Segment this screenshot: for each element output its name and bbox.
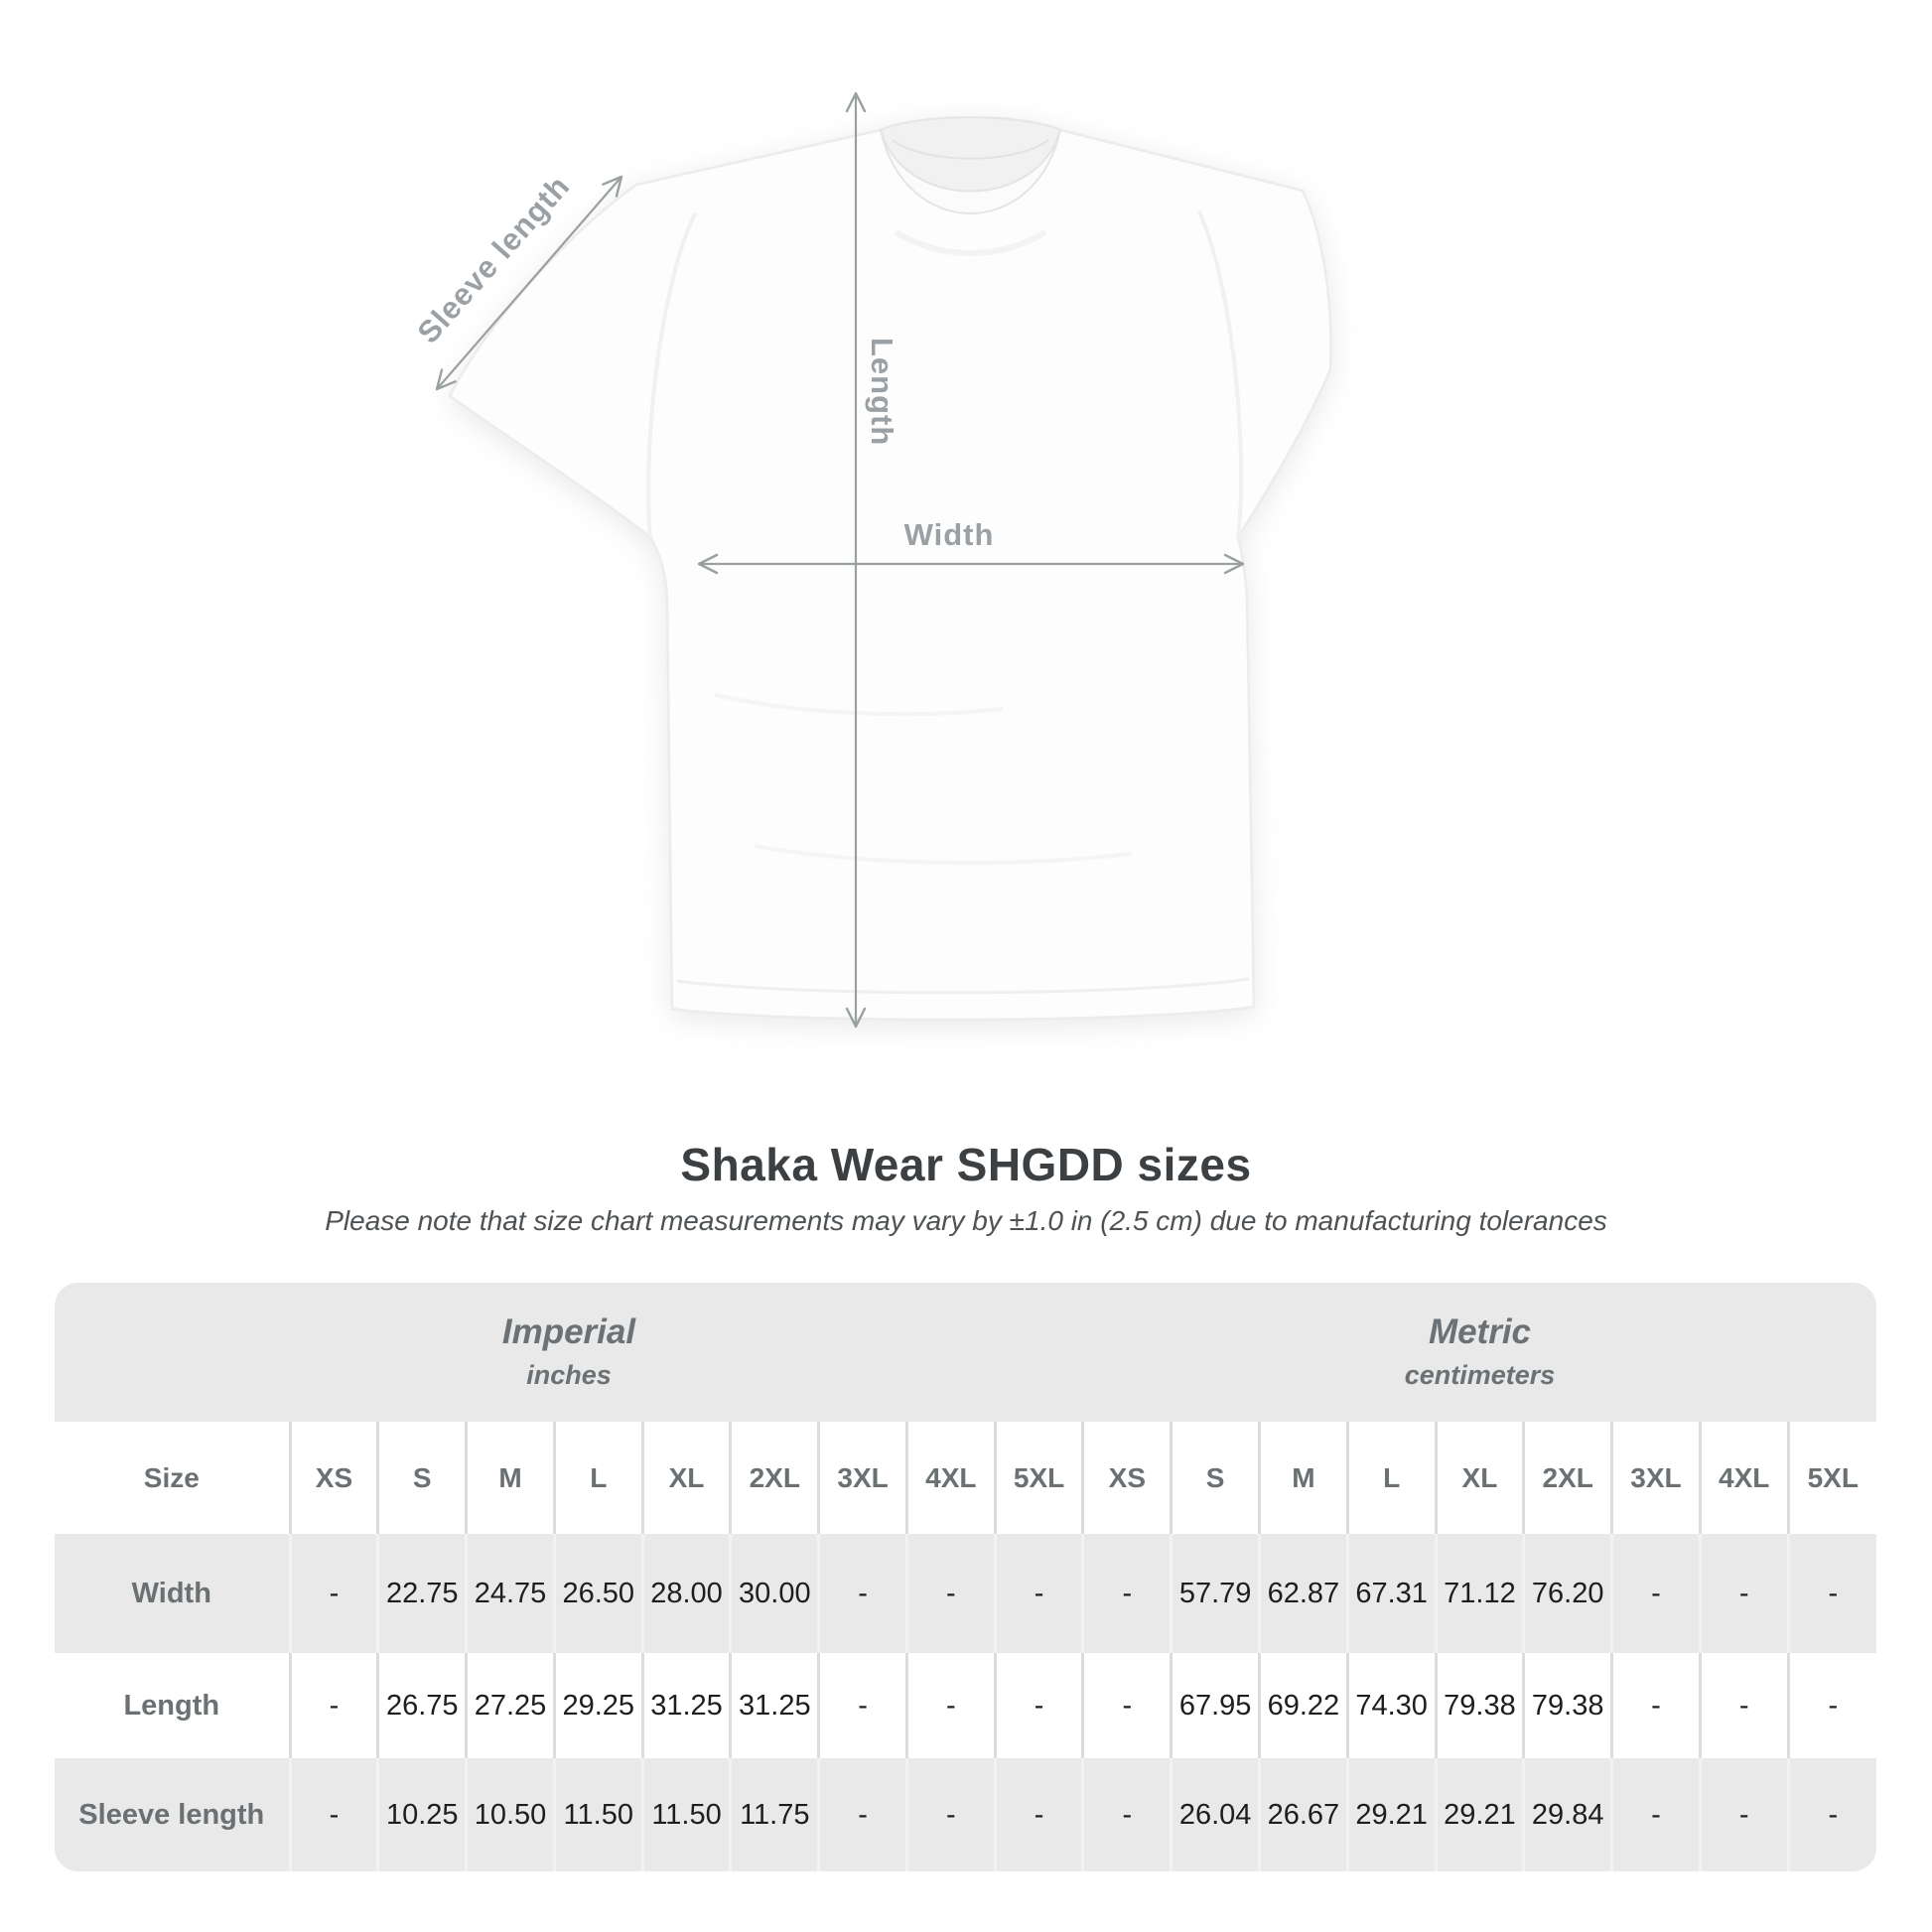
measurement-cell: 79.38 [1434, 1653, 1524, 1758]
measurement-cell: 69.22 [1258, 1653, 1348, 1758]
size-col-header: 2XL [729, 1422, 819, 1534]
measurement-cell: - [1786, 1758, 1876, 1871]
measurement-cell: 24.75 [465, 1534, 555, 1653]
measurement-cell: 67.31 [1345, 1534, 1437, 1653]
row-label: Sleeve length [55, 1758, 291, 1871]
size-col-header: XS [288, 1422, 378, 1534]
unit-group-row: Imperial inches Metric centimeters [55, 1283, 1876, 1422]
measurement-cell: 26.67 [1258, 1758, 1348, 1871]
measurement-cell: - [817, 1758, 907, 1871]
row-label: Length [55, 1653, 291, 1758]
measurement-cell: 29.21 [1345, 1758, 1437, 1871]
size-col-header: 3XL [817, 1422, 907, 1534]
measurement-cell: 29.21 [1434, 1758, 1524, 1871]
measurement-cell: 76.20 [1522, 1534, 1612, 1653]
measurement-cell: 31.25 [729, 1653, 819, 1758]
measurement-cell: 74.30 [1345, 1653, 1437, 1758]
size-col-header: L [1345, 1422, 1437, 1534]
measurement-cell: 67.95 [1170, 1653, 1260, 1758]
heading-block: Shaka Wear SHGDD sizes Please note that … [0, 1138, 1932, 1237]
measurement-cell: - [1786, 1653, 1876, 1758]
measurement-cell: 10.25 [376, 1758, 467, 1871]
page-title: Shaka Wear SHGDD sizes [680, 1139, 1252, 1190]
size-col-header: XL [640, 1422, 731, 1534]
measurement-cell: 29.25 [552, 1653, 643, 1758]
width-label: Width [904, 517, 995, 552]
measurement-cell: 11.50 [552, 1758, 643, 1871]
size-col-header: S [376, 1422, 467, 1534]
measurement-cell: 28.00 [640, 1534, 731, 1653]
size-col-header: XS [1081, 1422, 1172, 1534]
unit-group-metric: Metric centimeters [1082, 1283, 1876, 1422]
measurement-cell: - [904, 1534, 996, 1653]
size-col-header: XL [1434, 1422, 1524, 1534]
measurement-cell: - [1610, 1758, 1701, 1871]
measurement-cell: - [817, 1534, 907, 1653]
measurement-cell: - [1081, 1534, 1172, 1653]
measurement-cell: - [1786, 1534, 1876, 1653]
measurement-cell: - [904, 1758, 996, 1871]
size-col-header: 5XL [1786, 1422, 1876, 1534]
measurement-cell: - [1081, 1653, 1172, 1758]
measurement-cell: 57.79 [1170, 1534, 1260, 1653]
measurement-row: Length -26.75 27.25 29.25 31.25 31.25- - - -67.9… [55, 1653, 1876, 1758]
measurement-cell: - [993, 1758, 1083, 1871]
tshirt-graphic [448, 116, 1332, 1022]
measurement-cell: 10.50 [465, 1758, 555, 1871]
tshirt-measurement-diagram: Width Length Sleeve length [411, 91, 1332, 1029]
measurement-cell: - [1610, 1653, 1701, 1758]
size-col-header: M [1258, 1422, 1348, 1534]
measurement-cell: 26.75 [376, 1653, 467, 1758]
size-col-header: S [1170, 1422, 1260, 1534]
size-col-header: 4XL [904, 1422, 996, 1534]
measurement-cell: - [1698, 1653, 1789, 1758]
unit-group-unit: centimeters [1404, 1359, 1556, 1390]
measurement-cell: 71.12 [1434, 1534, 1524, 1653]
measurement-cell: - [288, 1534, 378, 1653]
page-subtitle: Please note that size chart measurements… [325, 1205, 1607, 1236]
size-table: Imperial inches Metric centimeters Size XS S M L… [55, 1283, 1876, 1871]
size-col-header: L [552, 1422, 643, 1534]
measurement-cell: - [288, 1758, 378, 1871]
size-table-container: Imperial inches Metric centimeters Size XS S M L… [55, 1283, 1876, 1871]
sleeve-length-arrow [435, 175, 623, 391]
size-col-header: 2XL [1522, 1422, 1612, 1534]
measurement-cell: - [288, 1653, 378, 1758]
unit-group-name: Metric [1428, 1312, 1532, 1352]
measurement-cell: 26.50 [552, 1534, 643, 1653]
measurement-cell: - [1698, 1758, 1789, 1871]
measurement-cell: - [1081, 1758, 1172, 1871]
unit-group-name: Imperial [501, 1312, 636, 1352]
size-col-header: 3XL [1610, 1422, 1701, 1534]
measurement-cell: 30.00 [729, 1534, 819, 1653]
measurement-cell: 11.75 [729, 1758, 819, 1871]
size-col-header: 5XL [993, 1422, 1083, 1534]
measurement-row: Sleeve length -10.25 10.50 11.50 11.50 11.75-… [55, 1758, 1876, 1871]
size-header-row: Size XS S M L XL 2XL 3XL 4XL 5XL XS S M L XL 2XL 3XL 4XL 5… [55, 1422, 1876, 1534]
measurement-row: Width -22.75 24.75 26.50 28.00 30.00- - - -57.79… [55, 1534, 1876, 1653]
row-label: Width [55, 1534, 291, 1653]
unit-group-imperial: Imperial inches [55, 1283, 1083, 1422]
length-label: Length [865, 338, 899, 446]
measurement-cell: 27.25 [465, 1653, 555, 1758]
measurement-cell: - [1610, 1534, 1701, 1653]
size-col-header: M [465, 1422, 555, 1534]
measurement-cell: - [1698, 1534, 1789, 1653]
measurement-cell: 62.87 [1258, 1534, 1348, 1653]
size-header-label: Size [55, 1422, 291, 1534]
measurement-cell: 22.75 [376, 1534, 467, 1653]
measurement-cell: 29.84 [1522, 1758, 1612, 1871]
measurement-cell: 31.25 [640, 1653, 731, 1758]
measurement-cell: 26.04 [1170, 1758, 1260, 1871]
measurement-cell: - [993, 1534, 1083, 1653]
measurement-cell: - [817, 1653, 907, 1758]
measurement-cell: 11.50 [640, 1758, 731, 1871]
measurement-cell: - [993, 1653, 1083, 1758]
measurement-cell: - [904, 1653, 996, 1758]
measurement-cell: 79.38 [1522, 1653, 1612, 1758]
size-col-header: 4XL [1698, 1422, 1789, 1534]
unit-group-unit: inches [526, 1359, 612, 1390]
